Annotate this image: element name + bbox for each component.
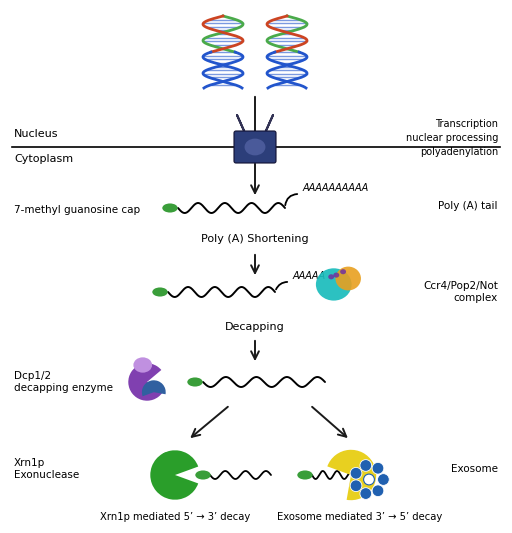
Text: AAAAA: AAAAA bbox=[293, 271, 326, 281]
FancyBboxPatch shape bbox=[234, 131, 276, 163]
Ellipse shape bbox=[360, 488, 372, 499]
Text: 7-methyl guanosine cap: 7-methyl guanosine cap bbox=[14, 205, 140, 215]
Text: Cytoplasm: Cytoplasm bbox=[14, 154, 73, 164]
Ellipse shape bbox=[372, 485, 384, 497]
Ellipse shape bbox=[377, 474, 389, 486]
Ellipse shape bbox=[335, 266, 361, 290]
Ellipse shape bbox=[350, 480, 362, 491]
Ellipse shape bbox=[333, 272, 339, 278]
Ellipse shape bbox=[134, 357, 152, 373]
Ellipse shape bbox=[360, 459, 372, 471]
Text: AAAAAAAAAA: AAAAAAAAAA bbox=[303, 183, 369, 193]
Ellipse shape bbox=[316, 268, 352, 301]
Ellipse shape bbox=[195, 471, 211, 480]
Text: Nucleus: Nucleus bbox=[14, 129, 58, 139]
Text: Poly (A) Shortening: Poly (A) Shortening bbox=[201, 234, 309, 244]
Ellipse shape bbox=[161, 452, 174, 464]
Wedge shape bbox=[129, 364, 162, 401]
Ellipse shape bbox=[152, 287, 168, 296]
Ellipse shape bbox=[350, 467, 362, 479]
Text: Xrn1p
Exonuclease: Xrn1p Exonuclease bbox=[14, 458, 79, 480]
Text: Ccr4/Pop2/Not
complex: Ccr4/Pop2/Not complex bbox=[423, 281, 498, 303]
Text: Transcription
nuclear processing
polyadenylation: Transcription nuclear processing polyade… bbox=[406, 119, 498, 157]
Text: Xrn1p mediated 5’ → 3’ decay: Xrn1p mediated 5’ → 3’ decay bbox=[100, 512, 250, 522]
Text: Exosome: Exosome bbox=[451, 464, 498, 474]
Ellipse shape bbox=[297, 471, 313, 480]
Text: Exosome mediated 3’ → 5’ decay: Exosome mediated 3’ → 5’ decay bbox=[278, 512, 443, 522]
Ellipse shape bbox=[328, 274, 334, 279]
Ellipse shape bbox=[364, 474, 374, 485]
Text: Poly (A) tail: Poly (A) tail bbox=[438, 201, 498, 211]
Ellipse shape bbox=[187, 377, 203, 386]
Ellipse shape bbox=[245, 139, 265, 156]
Ellipse shape bbox=[162, 204, 178, 213]
Text: Dcp1/2
decapping enzyme: Dcp1/2 decapping enzyme bbox=[14, 371, 113, 393]
Wedge shape bbox=[151, 450, 198, 500]
Wedge shape bbox=[327, 450, 376, 500]
Wedge shape bbox=[142, 381, 166, 396]
Ellipse shape bbox=[372, 463, 384, 474]
Text: Decapping: Decapping bbox=[225, 322, 285, 332]
Ellipse shape bbox=[340, 269, 346, 274]
